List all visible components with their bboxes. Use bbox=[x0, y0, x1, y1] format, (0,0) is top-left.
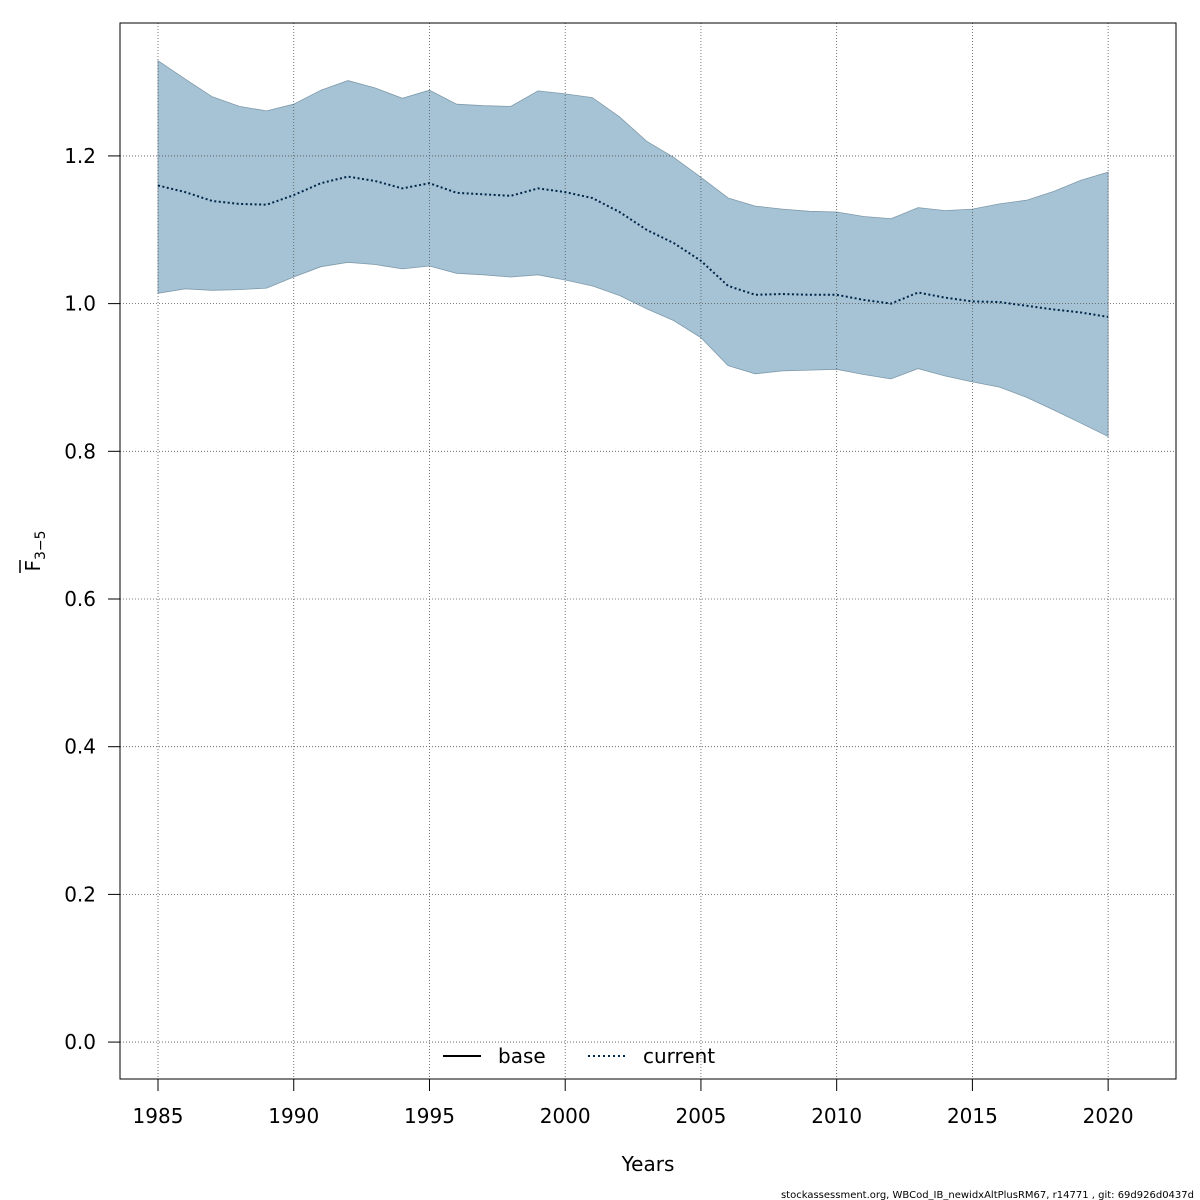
confidence-band-layer bbox=[157, 59, 1109, 438]
y-tick-label: 0.0 bbox=[64, 1030, 96, 1054]
legend-base-label: base bbox=[498, 1044, 546, 1068]
y-axis-title-main: F bbox=[21, 560, 45, 572]
plot-frame bbox=[119, 22, 1177, 1080]
legend: base current bbox=[443, 1044, 715, 1068]
y-axis-title: F3−5 bbox=[21, 530, 49, 571]
y-tick-label: 0.2 bbox=[64, 882, 96, 906]
x-tick-label: 2020 bbox=[1083, 1104, 1134, 1128]
x-tick-label: 1995 bbox=[404, 1104, 455, 1128]
x-tick-label: 2015 bbox=[947, 1104, 998, 1128]
y-tick-label: 1.0 bbox=[64, 292, 96, 316]
y-tick-label: 1.2 bbox=[64, 144, 96, 168]
x-tick-label: 2010 bbox=[811, 1104, 862, 1128]
x-tick-label: 2005 bbox=[675, 1104, 726, 1128]
grid-layer bbox=[120, 23, 1176, 1079]
y-tick-label: 0.4 bbox=[64, 735, 96, 759]
x-tick-label: 1985 bbox=[133, 1104, 184, 1128]
x-axis: 1985 1990 1995 2000 2005 2010 2015 2020 bbox=[133, 1079, 1134, 1128]
x-tick-label: 1990 bbox=[268, 1104, 319, 1128]
y-tick-label: 0.8 bbox=[64, 439, 96, 463]
legend-current-label: current bbox=[643, 1044, 715, 1068]
y-axis: 0.0 0.2 0.4 0.6 0.8 1.0 1.2 bbox=[64, 144, 120, 1054]
footer-credit: stockassessment.org, WBCod_IB_newidxAltP… bbox=[781, 1190, 1194, 1200]
x-tick-label: 2000 bbox=[540, 1104, 591, 1128]
x-axis-title: Years bbox=[621, 1152, 675, 1176]
y-tick-label: 0.6 bbox=[64, 587, 96, 611]
y-axis-title-subscript: 3−5 bbox=[33, 530, 49, 560]
confidence-band bbox=[157, 59, 1109, 438]
